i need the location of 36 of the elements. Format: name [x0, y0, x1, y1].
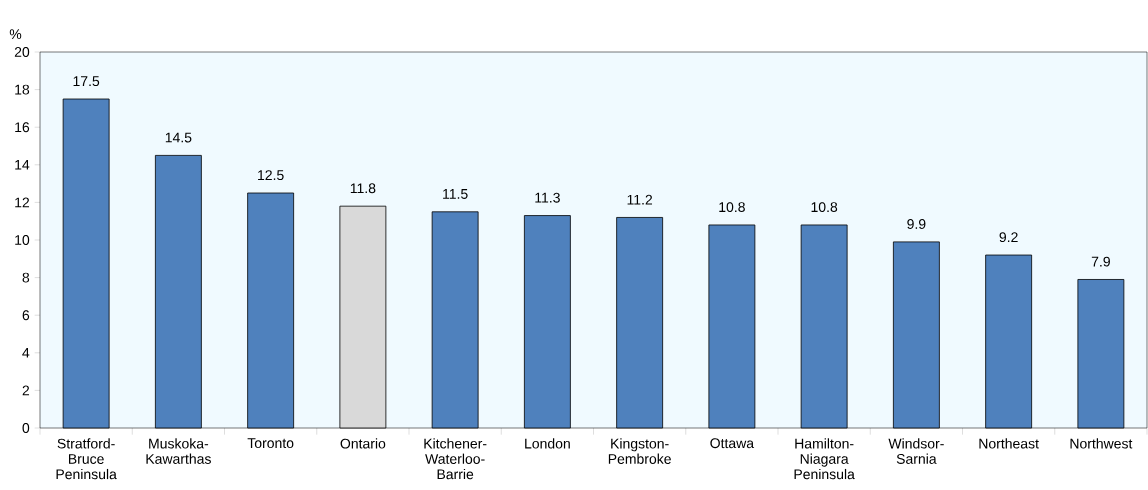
y-tick-label: 12 [15, 197, 30, 208]
y-tick-label: 20 [14, 47, 30, 57]
x-tick-label: Ontario [340, 438, 386, 449]
data-label: 11.8 [350, 183, 376, 194]
data-label: 7.9 [1091, 256, 1110, 267]
x-tick-label: Muskoka-Kawarthas [146, 438, 211, 464]
data-label: 9.9 [907, 219, 926, 229]
data-label: 17.5 [73, 76, 100, 87]
y-axis-title: % [9, 29, 22, 40]
data-label: 10.8 [719, 202, 745, 213]
data-label: 14.5 [165, 132, 192, 143]
y-tick-label: 4 [22, 348, 30, 358]
y-tick-label: 6 [22, 310, 30, 321]
data-label: 12.5 [258, 170, 284, 181]
y-tick-label: 2 [22, 385, 30, 396]
x-tick-label: Stratford-Bruce Peninsula [56, 438, 117, 480]
x-tick-label: Hamilton-Niagara Peninsula [794, 438, 855, 480]
x-tick-label: London [525, 438, 570, 449]
y-tick-label: 16 [15, 122, 30, 133]
x-tick-label: Kitchener-Waterloo-Barrie [424, 438, 487, 480]
y-tick-label: 14 [15, 160, 30, 170]
y-tick-label: 10 [15, 235, 30, 245]
y-tick-label: 0 [22, 423, 30, 433]
x-tick-label: Toronto [247, 438, 294, 449]
data-label: 11.3 [535, 192, 560, 203]
x-tick-label: Northwest [1070, 438, 1133, 449]
x-tick-label: Northeast [979, 438, 1039, 449]
y-tick-label: 18 [15, 84, 30, 95]
data-label: 9.2 [999, 232, 1018, 243]
data-label: 10.8 [811, 202, 838, 213]
x-tick-label: Kingston-Pembroke [608, 438, 671, 464]
data-label: 11.5 [443, 189, 468, 199]
data-label: 11.2 [627, 194, 653, 205]
x-tick-label: Ottawa [710, 438, 755, 449]
x-tick-label: Windsor-Sarnia [888, 438, 944, 464]
y-tick-label: 8 [22, 272, 30, 283]
